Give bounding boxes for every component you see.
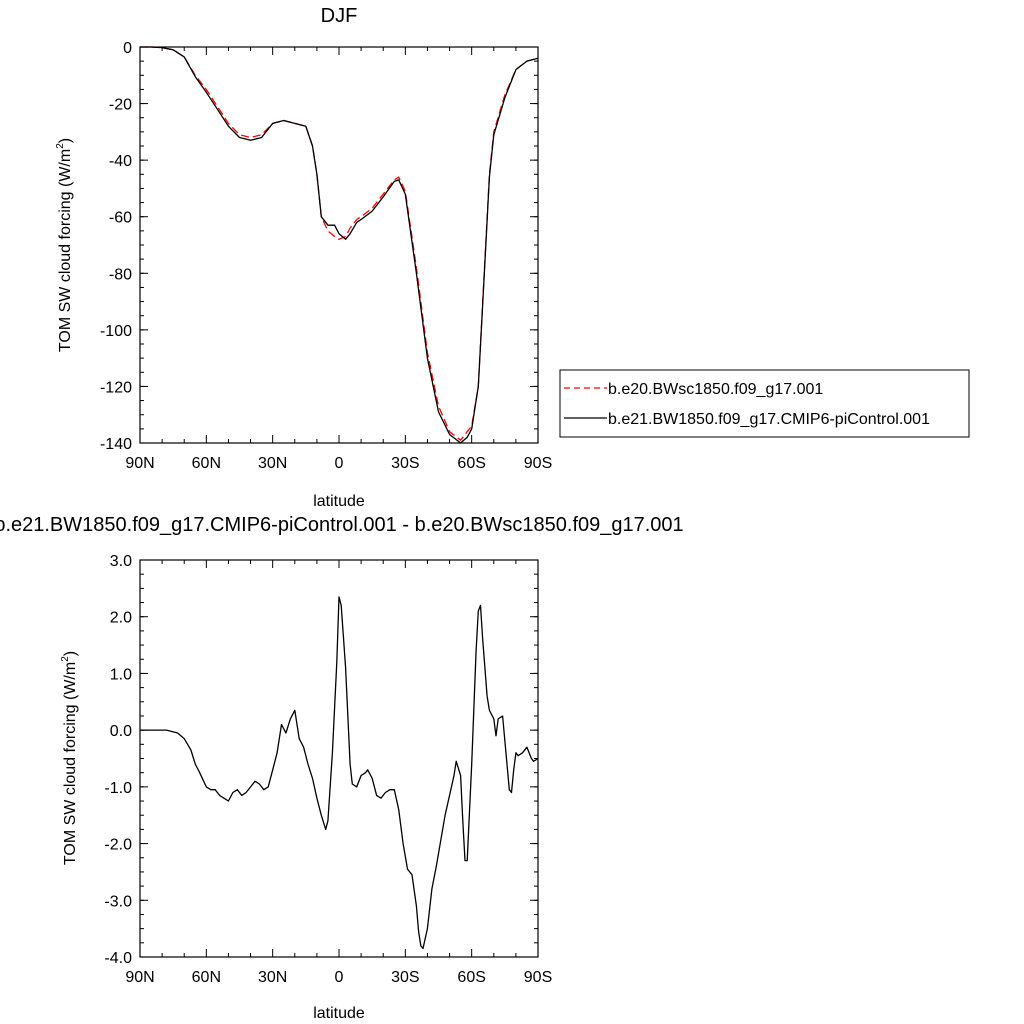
legend-entry-series-2: b.e21.BW1850.f09_g17.CMIP6-piControl.001 — [608, 411, 930, 428]
y-tick-label: 0.0 — [110, 723, 132, 740]
y-tick-label: 2.0 — [110, 610, 132, 627]
legend: b.e20.BWsc1850.f09_g17.001 b.e21.BW1850.… — [559, 369, 970, 438]
x-tick-label: 90S — [524, 455, 552, 472]
x-tick-label: 30N — [258, 455, 287, 472]
y-tick-label: 0 — [123, 40, 132, 57]
y-tick-label: -3.0 — [104, 893, 132, 910]
series-line-1 — [140, 596, 539, 950]
y-tick-label: -80 — [109, 266, 132, 283]
x-axis-label: latitude — [313, 1005, 365, 1022]
y-tick-label: -40 — [109, 153, 132, 170]
x-tick-label: 90S — [524, 969, 552, 986]
y-axis-label-text: TOM SW cloud forcing (W/m — [62, 662, 79, 865]
y-axis-label-close: ) — [62, 651, 79, 656]
tick-labels: 90N 60N 30N 0 30S 60S 90S 3.0 2.0 1.0 0.0 -1.0 -2.0 -… — [104, 553, 552, 986]
x-tick-label: 0 — [335, 455, 344, 472]
chart-title: DJF — [321, 5, 358, 27]
series-lines — [140, 596, 539, 950]
chart-title: b.e21.BW1850.f09_g17.CMIP6-piControl.001… — [0, 514, 684, 536]
y-tick-label: -20 — [109, 97, 132, 114]
legend-entry-series-1: b.e20.BWsc1850.f09_g17.001 — [608, 381, 823, 398]
x-tick-label: 90N — [125, 455, 154, 472]
axis-ticks — [139, 46, 539, 444]
y-tick-label: -140 — [100, 436, 132, 453]
y-axis-label-superscript: 2 — [60, 656, 71, 662]
x-tick-label: 0 — [335, 969, 344, 986]
y-axis-label-close: ) — [57, 138, 74, 143]
x-tick-label: 90N — [125, 969, 154, 986]
y-axis-label-superscript: 2 — [55, 143, 66, 149]
y-tick-label: -1.0 — [104, 780, 132, 797]
y-axis-label-text: TOM SW cloud forcing (W/m — [57, 149, 74, 352]
y-tick-label: -60 — [109, 210, 132, 227]
x-tick-label: 60S — [457, 969, 485, 986]
chart-djf: DJF 90N 60N 30N 0 30S 60S 90S 0 -20 -40 -60 -80 -100… — [55, 5, 970, 510]
y-tick-label: 3.0 — [110, 553, 132, 570]
y-tick-label: -100 — [100, 323, 132, 340]
series-line-2 — [140, 46, 539, 444]
y-tick-label: 1.0 — [110, 666, 132, 683]
y-axis-label: TOM SW cloud forcing (W/m2) — [55, 138, 74, 352]
y-tick-label: -2.0 — [104, 837, 132, 854]
axis-ticks — [139, 559, 539, 958]
legend-box — [559, 369, 970, 438]
x-tick-label: 60N — [192, 455, 221, 472]
x-axis-label: latitude — [313, 493, 365, 510]
x-tick-label: 60N — [192, 969, 221, 986]
x-tick-label: 60S — [457, 455, 485, 472]
tick-labels: 90N 60N 30N 0 30S 60S 90S 0 -20 -40 -60 -80 -100 -120… — [100, 40, 552, 472]
x-tick-label: 30S — [391, 969, 419, 986]
y-tick-label: -120 — [100, 379, 132, 396]
x-tick-label: 30N — [258, 969, 287, 986]
y-axis-label: TOM SW cloud forcing (W/m2) — [60, 651, 79, 865]
chart-difference: b.e21.BW1850.f09_g17.CMIP6-piControl.001… — [0, 514, 684, 1022]
y-tick-label: -4.0 — [104, 950, 132, 967]
series-lines — [140, 46, 539, 444]
x-tick-label: 30S — [391, 455, 419, 472]
